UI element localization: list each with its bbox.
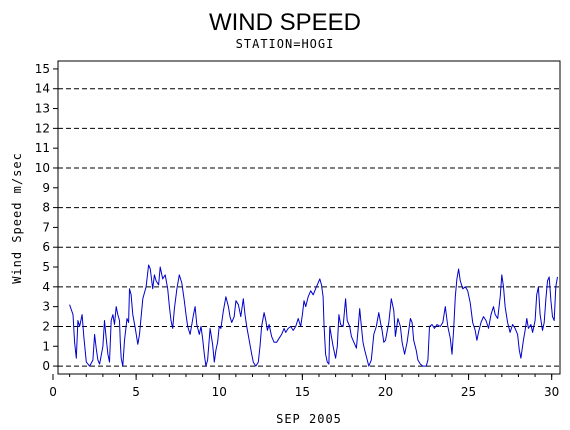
y-tick-label: 2 (42, 319, 50, 333)
y-tick-label: 6 (42, 240, 50, 254)
y-tick-label: 5 (42, 260, 50, 274)
x-tick-label: 20 (378, 385, 393, 399)
x-tick-label: 30 (544, 385, 559, 399)
y-tick-label: 10 (35, 161, 50, 175)
chart-title: WIND SPEED (209, 9, 361, 36)
y-tick-label: 1 (42, 339, 50, 353)
x-axis-ticks: 0 5 10 15 20 25 30 (49, 374, 559, 399)
y-tick-label: 15 (35, 62, 50, 76)
y-axis-label: Wind Speed m/sec (10, 152, 24, 284)
y-tick-label: 12 (35, 121, 50, 135)
x-tick-label: 15 (295, 385, 310, 399)
y-tick-label: 13 (35, 102, 50, 116)
y-tick-label: 4 (42, 280, 50, 294)
y-tick-label: 8 (42, 201, 50, 215)
y-tick-label: 0 (42, 359, 50, 373)
x-tick-label: 0 (49, 385, 57, 399)
x-axis-label: SEP 2005 (276, 412, 342, 426)
series-layer (69, 264, 558, 367)
y-tick-label: 3 (42, 300, 50, 314)
plot-area-frame (57, 60, 561, 375)
wind-speed-series-line-0 (69, 264, 558, 367)
gridlines (58, 88, 560, 367)
x-tick-label: 25 (461, 385, 476, 399)
y-tick-label: 14 (35, 82, 50, 96)
x-tick-label: 10 (212, 385, 227, 399)
y-tick-label: 11 (35, 141, 50, 155)
y-tick-label: 9 (42, 181, 50, 195)
chart-subtitle: STATION=HOGI (236, 37, 335, 51)
x-tick-label: 5 (132, 385, 140, 399)
y-tick-label: 7 (42, 220, 50, 234)
